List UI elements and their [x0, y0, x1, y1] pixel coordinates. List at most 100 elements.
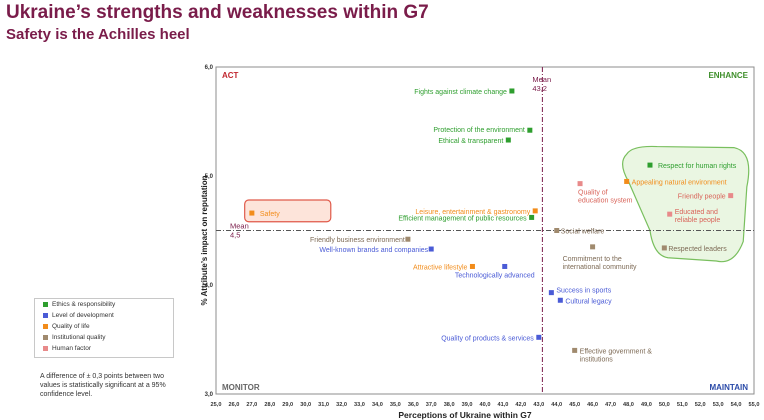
x-tick-label-1: 26,0 [228, 402, 239, 408]
data-label-0: Fights against climate change [414, 89, 507, 96]
x-tick-label-17: 42,0 [515, 402, 526, 408]
data-label-9: Quality of products & services [441, 335, 534, 342]
x-tick-label-4: 29,0 [282, 402, 293, 408]
data-label-20: Friendly people [678, 194, 726, 201]
data-label-15: Social welfare [561, 229, 605, 236]
legend-label: Ethics & responsibility [52, 301, 116, 308]
data-point-6 [428, 246, 434, 252]
x-tick-label-5: 30,0 [300, 402, 311, 408]
data-label-8: Cultural legacy [565, 298, 612, 305]
x-tick-label-15: 40,0 [480, 402, 491, 408]
data-point-19 [577, 181, 583, 187]
legend-label: Human factor [52, 345, 92, 352]
legend-item: Human factor [35, 343, 173, 354]
data-label-13: Appealing natural environment [632, 179, 727, 186]
x-tick-label-29: 54,0 [731, 402, 742, 408]
legend-label: Institutional quality [52, 334, 106, 341]
x-tick-label-6: 31,0 [318, 402, 329, 408]
data-label-7: Success in sports [556, 288, 611, 295]
x-tick-label-9: 34,0 [372, 402, 383, 408]
data-point-18 [572, 347, 578, 353]
data-point-21 [667, 211, 673, 217]
x-tick-label-14: 39,0 [462, 402, 473, 408]
y-tick-label-2: 4,0 [205, 283, 214, 289]
data-label-16: Commitment to the international community [563, 256, 637, 271]
data-label-5: Technologically advanced [455, 272, 535, 279]
data-point-13 [624, 178, 630, 184]
data-point-11 [532, 208, 538, 214]
legend-item: Level of development [35, 310, 173, 321]
data-point-1 [527, 127, 533, 133]
page-title: Ukraine’s strengths and weaknesses withi… [6, 2, 429, 23]
mean-y-label: Mean 4,5 [230, 222, 249, 240]
legend-swatch [43, 312, 48, 318]
data-label-4: Efficient management of public resources [398, 215, 527, 222]
legend-item: Ethics & responsibility [35, 299, 173, 310]
data-point-15 [554, 228, 560, 233]
data-label-10: Safety [260, 211, 280, 218]
data-point-17 [661, 245, 667, 251]
data-point-16 [590, 244, 596, 250]
x-tick-label-2: 27,0 [246, 402, 257, 408]
data-label-14: Friendly business environment [310, 237, 405, 244]
y-axis-title: % Attribute’s impact on reputation [200, 175, 209, 305]
x-tick-label-11: 36,0 [408, 402, 419, 408]
data-point-9 [536, 334, 542, 340]
chart-legend: Ethics & responsibility Level of developm… [34, 298, 174, 358]
legend-swatch [43, 301, 48, 307]
x-tick-label-0: 25,0 [211, 402, 222, 408]
x-tick-label-8: 33,0 [354, 402, 365, 408]
quadrant-enhance-label: ENHANCE [708, 71, 748, 80]
data-label-19: Quality of education system [578, 190, 633, 205]
data-point-8 [557, 297, 563, 303]
data-point-4 [529, 214, 535, 220]
x-tick-label-19: 44,0 [551, 402, 562, 408]
x-tick-label-26: 51,0 [677, 402, 688, 408]
data-label-21: Educated and reliable people [675, 209, 721, 224]
data-point-0 [509, 88, 515, 94]
page-subtitle: Safety is the Achilles heel [6, 26, 190, 43]
quadrant-act-label: ACT [222, 71, 239, 80]
data-label-17: Respected leaders [668, 246, 727, 253]
legend-label: Quality of life [52, 323, 90, 330]
data-label-11: Leisure, entertainment & gastronomy [415, 209, 530, 216]
quadrant-maintain-label: MAINTAIN [709, 383, 748, 392]
mean-x-label: Mean 43,2 [532, 75, 551, 93]
x-tick-label-21: 46,0 [587, 402, 598, 408]
data-label-3: Respect for human rights [658, 163, 737, 170]
x-tick-label-24: 49,0 [641, 402, 652, 408]
data-label-18: Effective government & institutions [580, 348, 653, 363]
x-tick-label-7: 32,0 [336, 402, 347, 408]
data-point-12 [469, 263, 475, 269]
data-label-1: Protection of the environment [433, 127, 524, 134]
x-tick-label-13: 38,0 [444, 402, 455, 408]
y-tick-label-3: 3,0 [205, 392, 214, 398]
legend-swatch [43, 345, 48, 351]
data-point-20 [728, 193, 734, 199]
x-tick-label-28: 53,0 [713, 402, 724, 408]
data-label-2: Ethical & transparent [438, 138, 503, 145]
data-point-3 [647, 162, 653, 168]
legend-swatch [43, 334, 48, 340]
x-tick-label-10: 35,0 [390, 402, 401, 408]
legend-label: Level of development [52, 312, 114, 319]
x-tick-label-27: 52,0 [695, 402, 706, 408]
data-point-2 [505, 137, 511, 143]
x-tick-label-25: 50,0 [659, 402, 670, 408]
x-tick-label-30: 55,0 [749, 402, 760, 408]
data-label-12: Attractive lifestyle [413, 264, 468, 271]
x-axis-title: Perceptions of Ukraine within G7 [398, 410, 531, 420]
x-tick-label-22: 47,0 [605, 402, 616, 408]
significance-note: A difference of ± 0,3 points between two… [40, 373, 166, 398]
safety-highlight-box [244, 199, 332, 223]
y-tick-label-0: 6,0 [205, 65, 214, 71]
data-label-6: Well-known brands and companies [319, 247, 428, 254]
x-tick-label-16: 41,0 [497, 402, 508, 408]
data-point-5 [502, 263, 508, 269]
y-tick-label-1: 5,0 [205, 174, 214, 180]
data-point-10 [249, 210, 255, 216]
legend-item: Quality of life [35, 321, 173, 332]
quadrant-monitor-label: MONITOR [222, 383, 260, 392]
x-tick-label-12: 37,0 [426, 402, 437, 408]
